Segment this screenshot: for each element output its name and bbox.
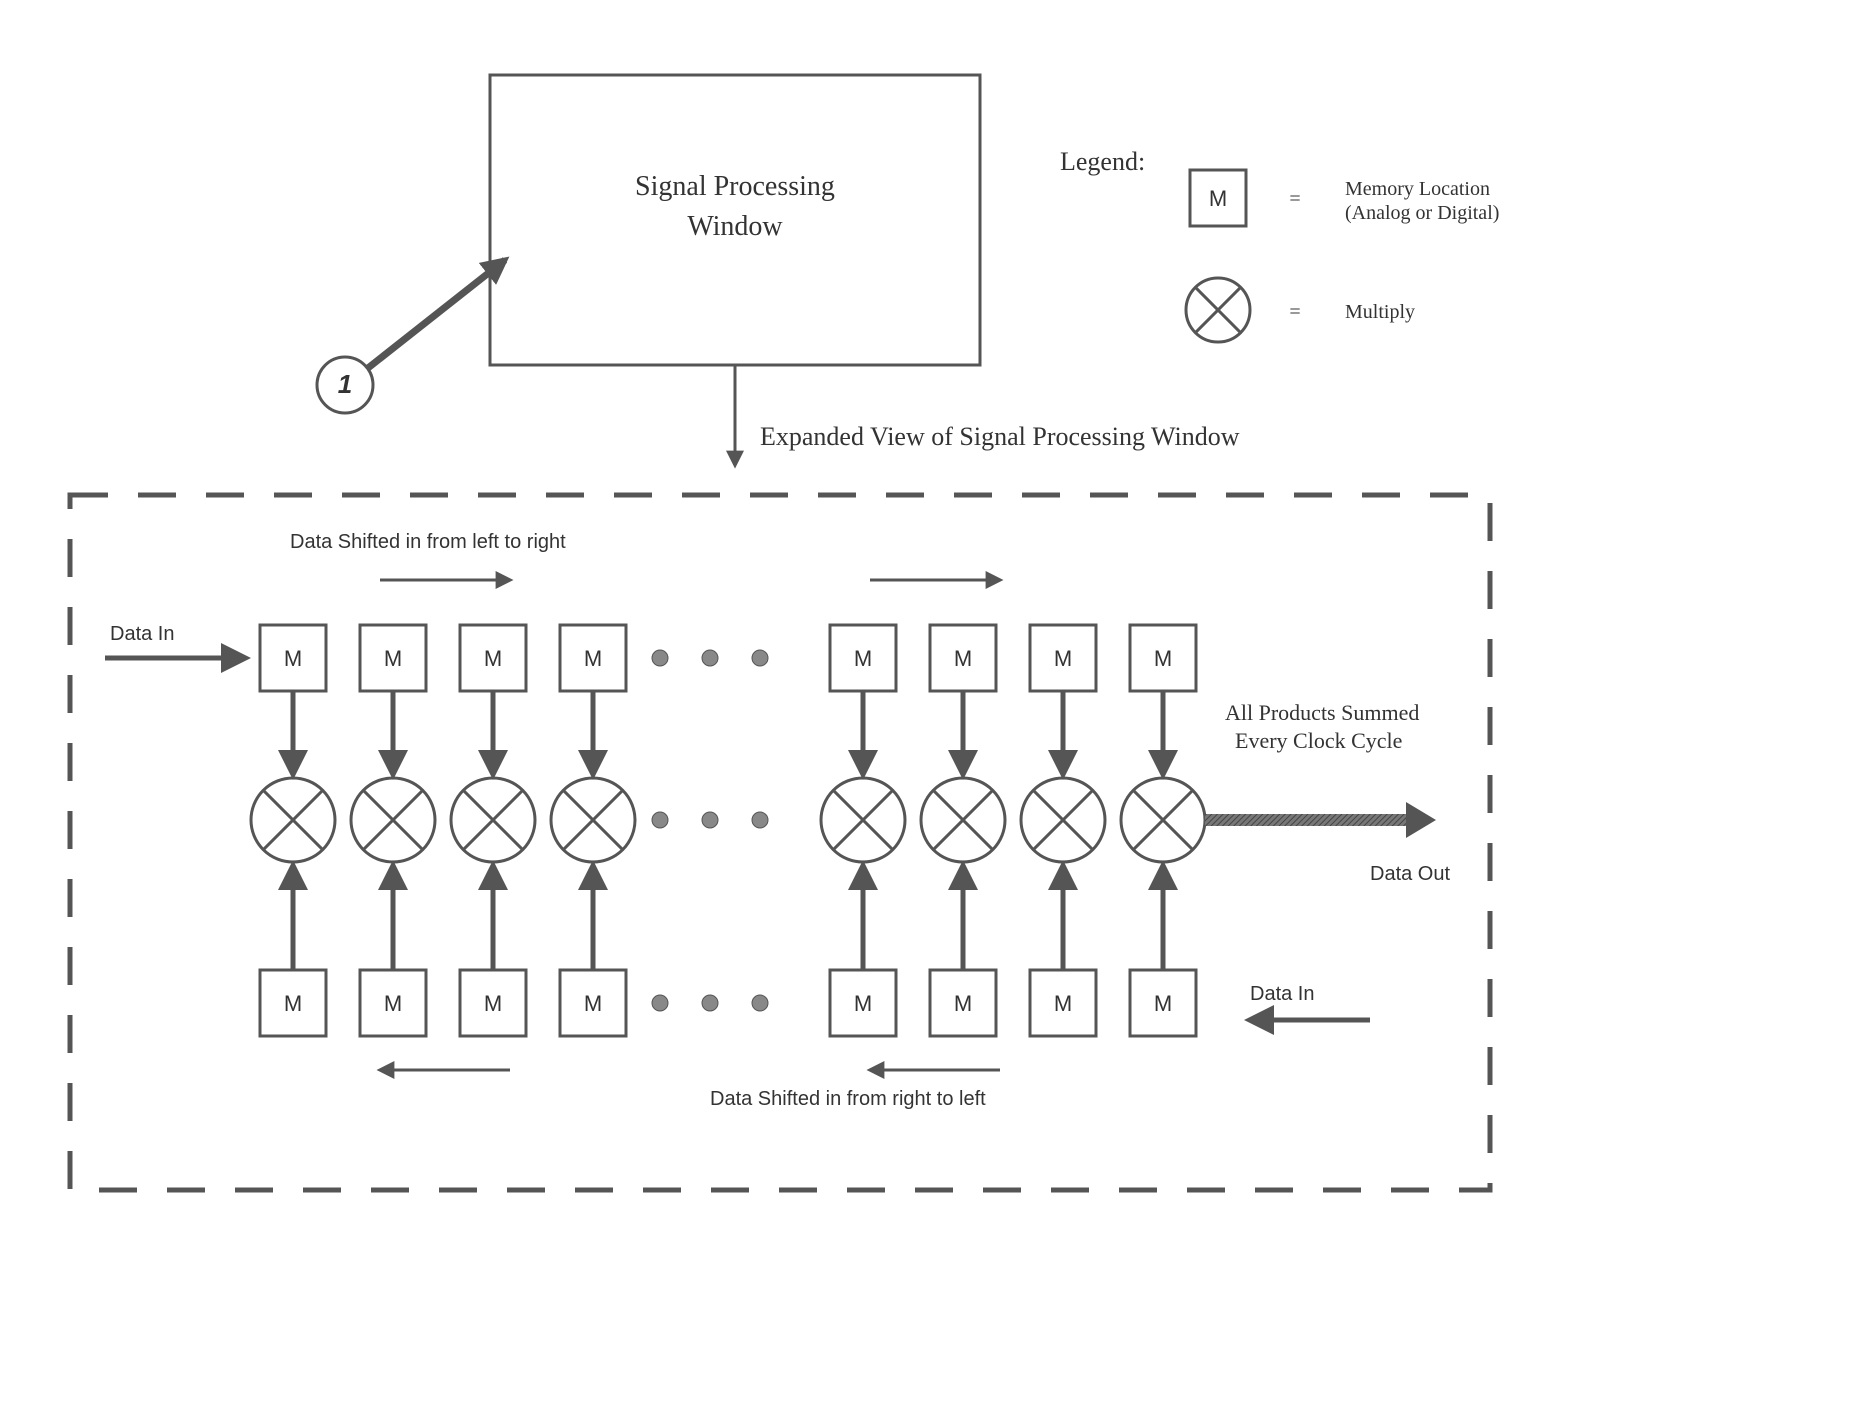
multiply-node-4 [821, 778, 905, 862]
multiply-node-0 [251, 778, 335, 862]
top-mem-7-letter: M [1154, 646, 1172, 671]
data-out-arrow-head [1406, 802, 1436, 838]
top-mem-5-letter: M [954, 646, 972, 671]
dots-top-1 [702, 650, 718, 666]
bot-mem-4-letter: M [854, 991, 872, 1016]
dots-bot-2 [752, 995, 768, 1011]
legend-title: Legend: [1060, 147, 1145, 176]
bot-mem-2-letter: M [484, 991, 502, 1016]
bot-mem-7-letter: M [1154, 991, 1172, 1016]
shift-bot-label: Data Shifted in from right to left [710, 1088, 986, 1110]
signal-processing-title-1: Signal Processing [635, 171, 835, 202]
top-mem-6-letter: M [1054, 646, 1072, 671]
expanded-dashed-box [70, 495, 1490, 1190]
multiply-node-2 [451, 778, 535, 862]
bot-mem-0-letter: M [284, 991, 302, 1016]
dots-mid-2 [752, 812, 768, 828]
data-in-bot-label: Data In [1250, 983, 1314, 1005]
multiply-node-1 [351, 778, 435, 862]
signal-processing-title-2: Window [687, 211, 783, 242]
legend-multiply-text: Multiply [1345, 301, 1415, 323]
bot-mem-1-letter: M [384, 991, 402, 1016]
legend-multiply-icon [1186, 278, 1250, 342]
data-out-label: Data Out [1370, 863, 1450, 885]
multiply-node-5 [921, 778, 1005, 862]
bot-mem-3-letter: M [584, 991, 602, 1016]
bot-mem-5-letter: M [954, 991, 972, 1016]
dots-bot-0 [652, 995, 668, 1011]
top-mem-0-letter: M [284, 646, 302, 671]
dots-mid-0 [652, 812, 668, 828]
dots-bot-1 [702, 995, 718, 1011]
callout-arrow [368, 260, 505, 368]
top-mem-2-letter: M [484, 646, 502, 671]
multiply-node-6 [1021, 778, 1105, 862]
top-mem-1-letter: M [384, 646, 402, 671]
multiply-node-7 [1121, 778, 1205, 862]
top-mem-4-letter: M [854, 646, 872, 671]
legend-memory-letter: M [1209, 186, 1227, 211]
callout-label: 1 [338, 369, 352, 399]
bot-mem-6-letter: M [1054, 991, 1072, 1016]
top-mem-3-letter: M [584, 646, 602, 671]
legend-memory-text-2: (Analog or Digital) [1345, 202, 1499, 224]
sum-label-2: Every Clock Cycle [1235, 728, 1402, 753]
dots-mid-1 [702, 812, 718, 828]
sum-label-1: All Products Summed [1225, 700, 1419, 725]
legend-memory-text-1: Memory Location [1345, 178, 1490, 200]
dots-top-0 [652, 650, 668, 666]
shift-top-label: Data Shifted in from left to right [290, 531, 566, 553]
dots-top-2 [752, 650, 768, 666]
legend-eq-2: = [1289, 301, 1300, 323]
multiply-node-3 [551, 778, 635, 862]
legend-eq-1: = [1289, 188, 1300, 210]
expanded-view-label: Expanded View of Signal Processing Windo… [760, 422, 1240, 451]
data-in-top-label: Data In [110, 623, 174, 645]
